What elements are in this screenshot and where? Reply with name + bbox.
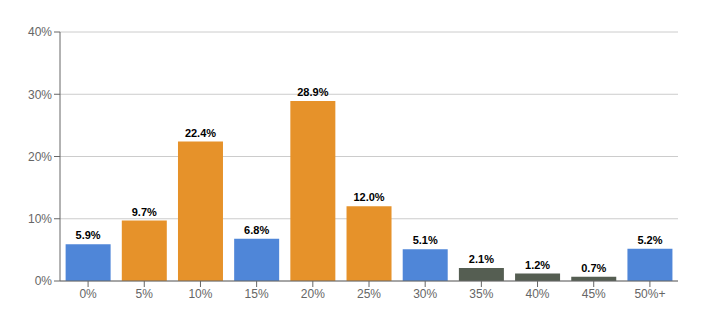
svg-text:40%: 40% (526, 287, 550, 301)
svg-text:0%: 0% (35, 274, 53, 288)
svg-text:28.9%: 28.9% (297, 86, 328, 98)
svg-text:30%: 30% (28, 88, 52, 102)
svg-text:10%: 10% (188, 287, 212, 301)
svg-text:6.8%: 6.8% (244, 224, 269, 236)
svg-text:35%: 35% (469, 287, 493, 301)
svg-text:2.1%: 2.1% (469, 253, 494, 265)
svg-text:5.2%: 5.2% (637, 234, 662, 246)
svg-text:45%: 45% (582, 287, 606, 301)
svg-text:25%: 25% (357, 287, 381, 301)
svg-text:15%: 15% (245, 287, 269, 301)
svg-text:5%: 5% (136, 287, 154, 301)
svg-text:22.4%: 22.4% (185, 127, 216, 139)
svg-text:20%: 20% (28, 150, 52, 164)
svg-text:5.9%: 5.9% (76, 229, 101, 241)
svg-text:5.1%: 5.1% (413, 234, 438, 246)
svg-text:0%: 0% (79, 287, 97, 301)
svg-text:10%: 10% (28, 212, 52, 226)
svg-text:30%: 30% (413, 287, 437, 301)
svg-text:40%: 40% (28, 25, 52, 39)
svg-text:9.7%: 9.7% (132, 206, 157, 218)
svg-text:1.2%: 1.2% (525, 259, 550, 271)
svg-text:0.7%: 0.7% (581, 262, 606, 274)
svg-text:50%+: 50%+ (634, 287, 665, 301)
svg-text:12.0%: 12.0% (353, 191, 384, 203)
svg-text:20%: 20% (301, 287, 325, 301)
